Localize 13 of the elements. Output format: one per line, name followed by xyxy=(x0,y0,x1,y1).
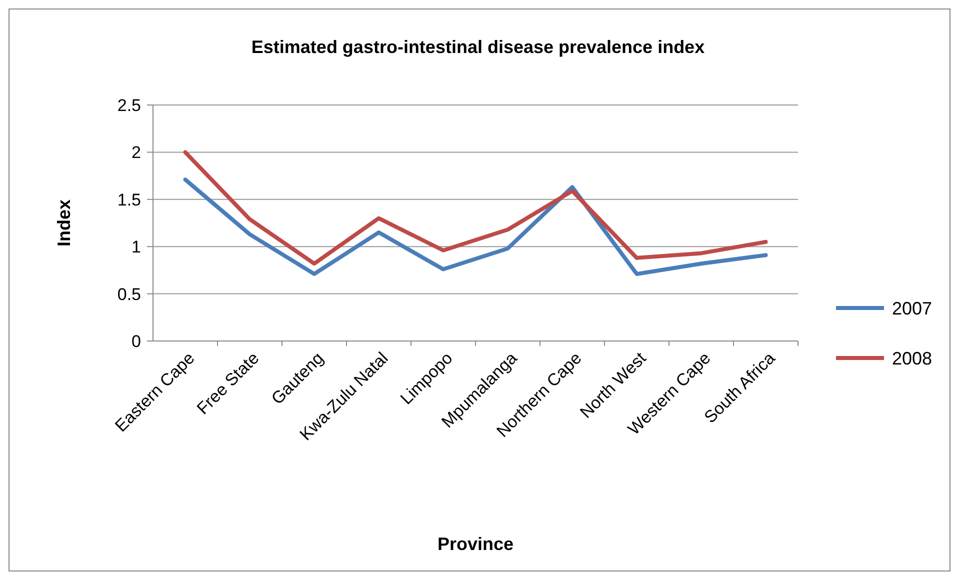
y-tick-label: 2 xyxy=(132,143,141,162)
chart-title: Estimated gastro-intestinal disease prevalence index xyxy=(251,37,705,57)
y-tick-label: 2.5 xyxy=(117,96,141,115)
y-axis-title: Index xyxy=(54,199,74,247)
y-tick-label: 0.5 xyxy=(117,284,141,304)
x-axis-title: Province xyxy=(437,534,514,554)
y-tick-label: 0 xyxy=(132,332,141,351)
legend-label: 2007 xyxy=(892,298,932,318)
legend-label: 2008 xyxy=(892,348,932,368)
line-series xyxy=(183,150,768,266)
line-series xyxy=(183,178,768,276)
y-tick-label: 1 xyxy=(132,238,141,257)
y-tick-label: 1.5 xyxy=(117,190,141,210)
